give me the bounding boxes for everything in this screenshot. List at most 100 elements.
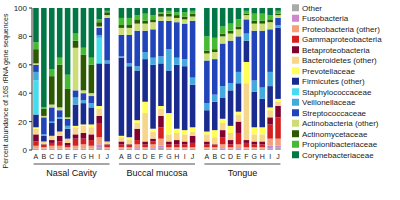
legend-label: Gammaproteobacteria [302, 35, 382, 44]
bar-segment [57, 141, 63, 145]
bar-segment [244, 41, 250, 62]
x-tick-label: A [205, 153, 210, 160]
bar-segment [220, 123, 226, 130]
bar-segment [166, 141, 172, 144]
bar-segment [158, 109, 164, 116]
legend-label: Proteobacteria (other) [302, 25, 380, 34]
bar-segment [127, 18, 133, 25]
bar-segment [212, 59, 218, 94]
bar-segment [158, 17, 164, 21]
bar-segment [73, 149, 79, 150]
legend-label: Corynebacteriaceae [302, 151, 374, 160]
y-tick [29, 64, 32, 65]
legend-swatch [292, 88, 299, 95]
bar-segment [33, 63, 39, 64]
bar-segment [119, 137, 125, 141]
bar-segment [220, 26, 226, 33]
bar-segment [104, 144, 110, 145]
y-tick-label: 0 [23, 146, 28, 155]
bar-segment [81, 144, 87, 148]
bar-segment [65, 129, 71, 139]
bar-segment [228, 24, 234, 31]
x-tick-label: G [252, 153, 257, 160]
bar-segment [96, 35, 102, 38]
bar-segment [96, 38, 102, 64]
bar-segment [96, 26, 102, 27]
bar-segment [259, 147, 265, 148]
legend-swatch [292, 15, 299, 22]
bar-segment [174, 18, 180, 22]
bar-segment [244, 19, 250, 33]
legend-label: Prevotellaceae [302, 67, 355, 76]
bar-segment [81, 100, 87, 103]
bar-segment [182, 144, 188, 147]
bar-segment [127, 144, 133, 145]
bar-segment [49, 69, 55, 76]
x-tick-label: A [119, 153, 124, 160]
bar-segment [41, 146, 47, 147]
bar-segment [96, 144, 102, 147]
y-tick-label: 20 [18, 118, 27, 127]
bar-segment [204, 141, 210, 144]
bar-segment [252, 14, 258, 21]
bar-segment [33, 141, 39, 145]
bar-segment [236, 147, 242, 148]
bar-segment [228, 41, 234, 84]
bar-segment [228, 8, 234, 24]
bar-segment [204, 61, 210, 104]
bar-segment [41, 107, 47, 108]
bar-segment [204, 148, 210, 149]
bar-segment [267, 8, 273, 15]
bar-segment [252, 134, 258, 141]
y-tick [29, 8, 32, 9]
bar-segment [166, 14, 172, 17]
bar-segment [228, 83, 234, 90]
bar-segment [150, 22, 156, 29]
x-tick-label: C [135, 153, 140, 160]
bar-segment [190, 78, 196, 85]
bar-segment [190, 136, 196, 143]
bar-segment [244, 143, 250, 147]
bar-segment [267, 72, 273, 86]
bar-segment [252, 21, 258, 24]
bar-segment [212, 52, 218, 59]
bar-segment [81, 93, 87, 100]
bar-segment [204, 149, 210, 150]
bar-segment [259, 88, 265, 99]
bar-segment [259, 149, 265, 150]
bar-segment [158, 146, 164, 147]
bar-segment [150, 19, 156, 22]
bar-segment [104, 18, 110, 61]
bar-segment [267, 139, 273, 146]
bar-segment [127, 148, 133, 149]
bar-segment [49, 123, 55, 124]
bar-segment [228, 90, 234, 126]
bar-segment [49, 123, 55, 136]
bar-segment [73, 48, 79, 91]
bar-segment [134, 66, 140, 70]
bar-segment [204, 134, 210, 141]
bar-segment [212, 102, 218, 130]
y-tick-label: 60 [18, 61, 27, 70]
bar-segment [81, 149, 87, 150]
bar-segment [267, 124, 273, 138]
bar-segment [73, 134, 79, 138]
bar-segment [81, 103, 87, 124]
bar-segment [244, 15, 250, 19]
bar-segment [142, 144, 148, 147]
bar-segment [252, 24, 258, 31]
bar-segment [182, 149, 188, 150]
bar-segment [212, 130, 218, 137]
bar-segment [166, 49, 172, 70]
bar-segment [127, 140, 133, 144]
bar-segment [89, 124, 95, 127]
bar-segment [244, 147, 250, 148]
legend-label: Other [302, 4, 322, 13]
legend-swatch [292, 78, 299, 85]
bar-segment [267, 22, 273, 29]
bar-segment [73, 97, 79, 104]
bar-segment [134, 129, 140, 140]
bar-segment [228, 133, 234, 140]
bar-segment [228, 148, 234, 149]
x-tick-label: J [191, 153, 195, 160]
